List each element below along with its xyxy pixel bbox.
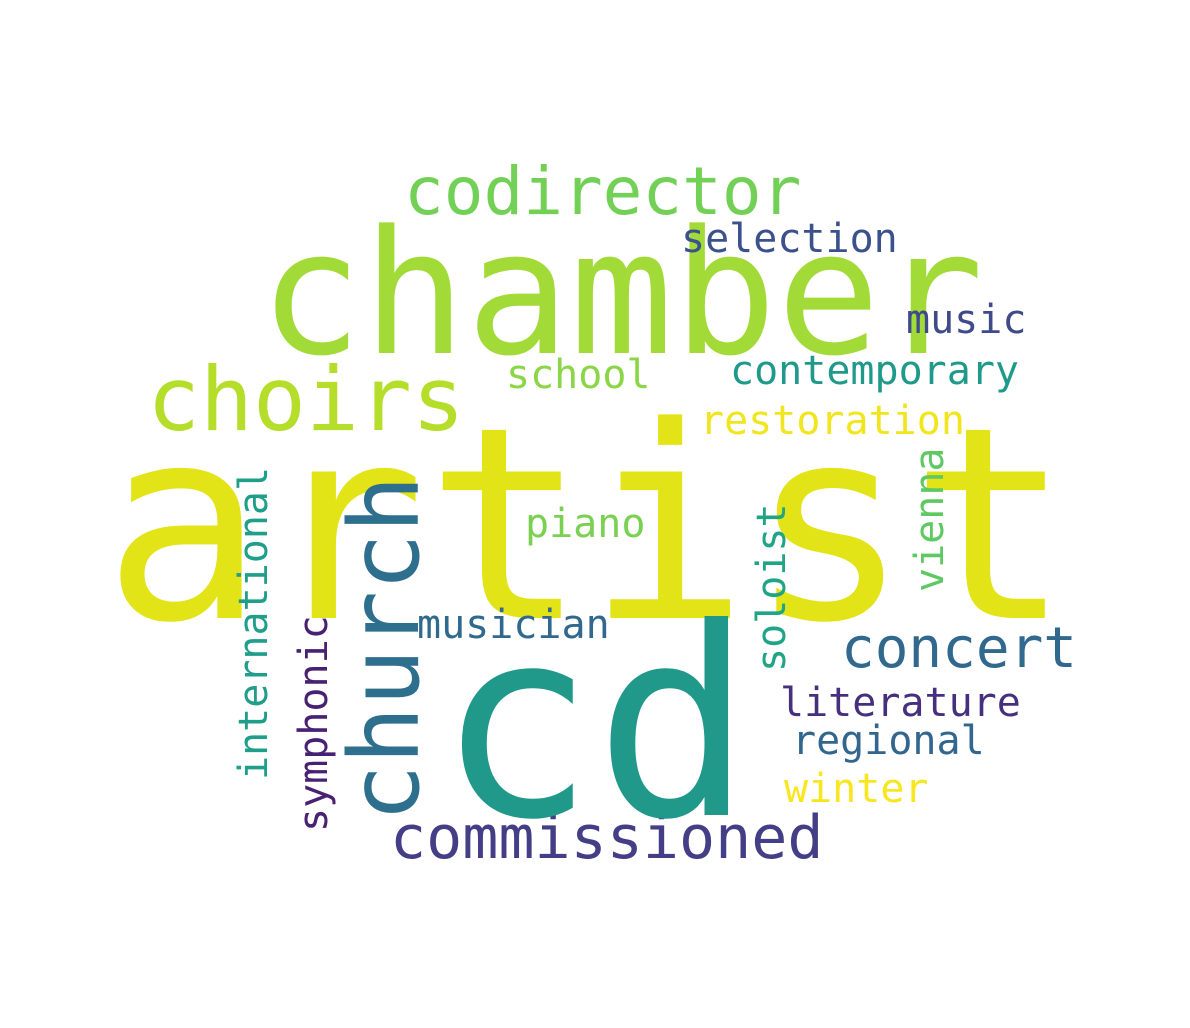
word-cd: cd xyxy=(437,572,753,877)
word-church: church xyxy=(329,475,441,822)
word-contemporary: contemporary xyxy=(730,348,1019,394)
word-soloist: soloist xyxy=(749,503,795,672)
word-music: music xyxy=(906,297,1027,343)
word-international: international xyxy=(231,466,277,780)
word-piano: piano xyxy=(525,501,646,547)
word-winter: winter xyxy=(784,766,929,812)
word-chamber: chamber xyxy=(259,193,984,394)
word-literature: literature xyxy=(780,680,1021,726)
word-musician: musician xyxy=(417,602,610,648)
word-symphonic: symphonic xyxy=(291,615,337,832)
word-concert: concert xyxy=(841,616,1078,681)
word-vienna: vienna xyxy=(907,447,953,593)
word-codirector: codirector xyxy=(404,153,802,230)
word-choirs: choirs xyxy=(147,348,465,451)
word-artist: artist xyxy=(103,370,1072,682)
word-commissioned: commissioned xyxy=(390,803,824,873)
word-restoration: restoration xyxy=(700,398,965,444)
word-school: school xyxy=(506,352,651,398)
word-regional: regional xyxy=(792,718,985,764)
word-selection: selection xyxy=(681,216,898,262)
